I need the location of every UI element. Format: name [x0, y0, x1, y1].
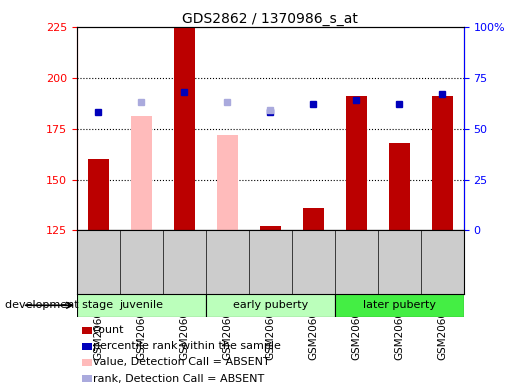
Text: value, Detection Call = ABSENT: value, Detection Call = ABSENT — [93, 358, 269, 367]
Bar — [431, 96, 453, 230]
Text: count: count — [93, 325, 124, 335]
Bar — [173, 27, 195, 230]
Text: juvenile: juvenile — [119, 300, 163, 310]
Bar — [87, 159, 109, 230]
Text: development stage: development stage — [5, 300, 113, 310]
Text: early puberty: early puberty — [233, 300, 308, 310]
Bar — [303, 208, 324, 230]
Text: rank, Detection Call = ABSENT: rank, Detection Call = ABSENT — [93, 374, 264, 384]
Text: percentile rank within the sample: percentile rank within the sample — [93, 341, 280, 351]
Bar — [217, 135, 238, 230]
Bar — [77, 294, 206, 317]
Bar — [335, 294, 464, 317]
Bar — [388, 143, 410, 230]
Bar — [206, 294, 335, 317]
Text: later puberty: later puberty — [363, 300, 436, 310]
Bar — [130, 116, 152, 230]
Bar — [346, 96, 367, 230]
Bar — [260, 226, 281, 230]
Title: GDS2862 / 1370986_s_at: GDS2862 / 1370986_s_at — [182, 12, 358, 26]
